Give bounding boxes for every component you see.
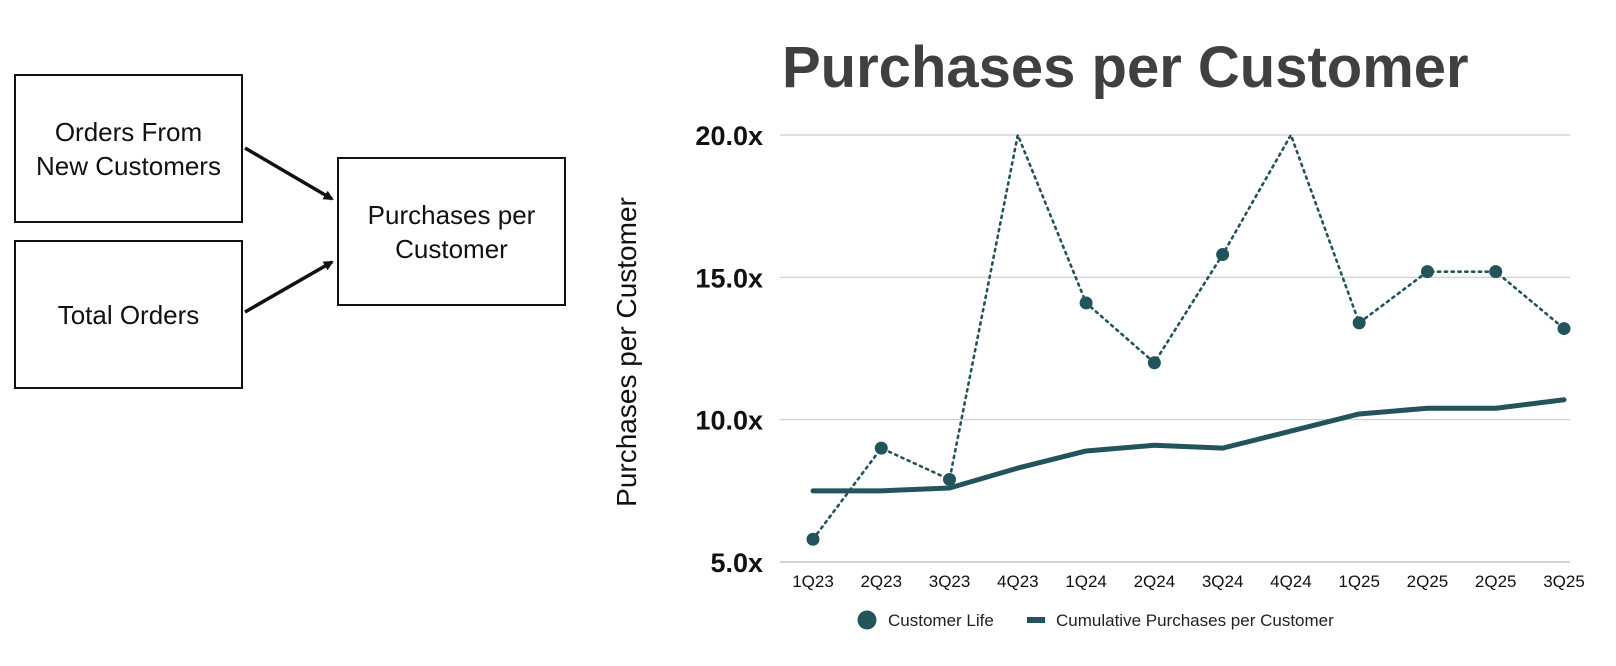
legend-marker-customer-life	[857, 610, 877, 630]
x-tick-label: 4Q24	[1270, 572, 1312, 591]
x-tick-label: 3Q25	[1543, 572, 1585, 591]
diagram-arrows	[244, 146, 334, 314]
series-line-cumulative-purchases	[810, 397, 1567, 494]
data-point-customer-life	[1420, 265, 1434, 279]
x-tick-label: 2Q25	[1475, 572, 1517, 591]
y-axis-label: Purchases per Customer	[611, 197, 642, 507]
x-tick-label: 1Q24	[1065, 572, 1107, 591]
data-point-customer-life	[806, 532, 820, 546]
data-point-customer-life	[1079, 296, 1093, 310]
arrow-top-to-output	[244, 146, 334, 201]
arrow-bottom-to-output	[244, 260, 334, 314]
y-axis-ticks: 5.0x 10.0x 15.0x 20.0x	[695, 121, 763, 578]
diagram-box-label: Total Orders	[57, 299, 200, 330]
legend-marker-cumulative	[1027, 617, 1045, 623]
data-point-customer-life	[943, 472, 957, 486]
series-layer	[806, 130, 1571, 546]
data-point-customer-life	[1147, 356, 1161, 370]
data-point-customer-life	[874, 441, 888, 455]
x-tick-label: 1Q23	[792, 572, 834, 591]
y-tick-label: 5.0x	[710, 548, 763, 578]
diagram-box-orders-from-new-customers: Orders From New Customers	[14, 74, 243, 223]
data-point-customer-life	[1557, 322, 1571, 336]
y-tick-label: 10.0x	[695, 406, 763, 436]
legend-label-cumulative: Cumulative Purchases per Customer	[1056, 611, 1334, 630]
diagram-box-label: Orders From New Customers	[36, 116, 221, 181]
diagram-box-purchases-per-customer: Purchases per Customer	[337, 157, 566, 306]
data-point-customer-life	[1216, 248, 1230, 262]
x-tick-label: 1Q25	[1338, 572, 1380, 591]
legend: Customer Life Cumulative Purchases per Cu…	[857, 610, 1334, 630]
x-tick-label: 3Q24	[1202, 572, 1244, 591]
x-axis-ticks: 1Q23 2Q23 3Q23 4Q23 1Q24 2Q24 3Q24 4Q24 1Q25 2Q25…	[792, 572, 1585, 591]
data-point-customer-life	[1489, 265, 1503, 279]
chart-title: Purchases per Customer	[782, 35, 1469, 100]
x-tick-label: 3Q23	[929, 572, 971, 591]
y-tick-label: 15.0x	[695, 263, 763, 293]
x-tick-label: 4Q23	[997, 572, 1039, 591]
x-tick-label: 2Q23	[860, 572, 902, 591]
diagram-box-total-orders: Total Orders	[14, 240, 243, 389]
legend-label-customer-life: Customer Life	[888, 611, 994, 630]
grid-layer	[780, 134, 1570, 563]
x-tick-label: 2Q24	[1134, 572, 1176, 591]
data-point-customer-life	[1352, 316, 1366, 330]
diagram-box-label: Purchases per Customer	[367, 199, 536, 264]
x-tick-label: 2Q25	[1407, 572, 1449, 591]
y-tick-label: 20.0x	[695, 121, 763, 151]
series-line-customer-life	[811, 130, 1566, 541]
